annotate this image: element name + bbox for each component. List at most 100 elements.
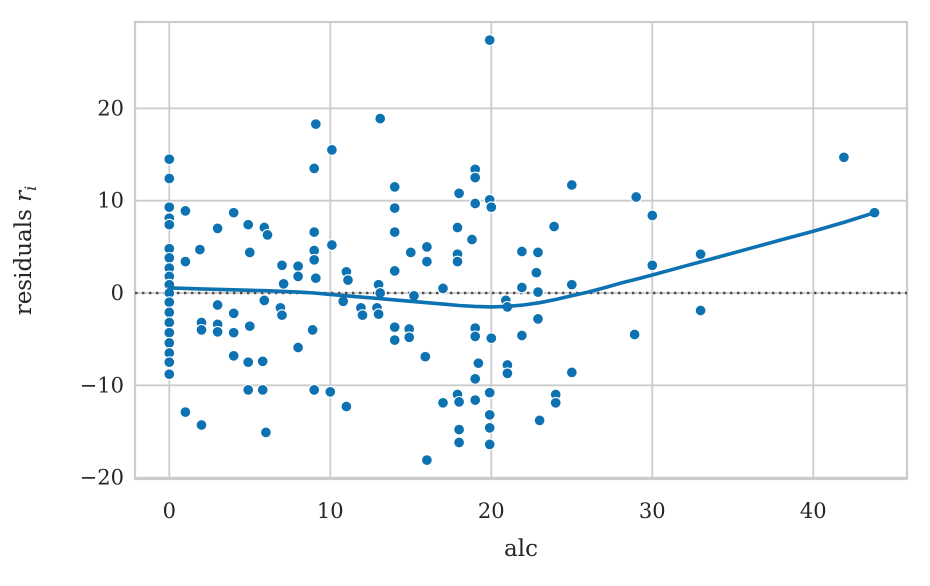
scatter-point [242,218,255,231]
scatter-point [163,316,176,329]
scatter-point [195,419,208,431]
scatter-point [292,260,305,273]
scatter-point [163,218,176,231]
scatter-point [388,334,401,347]
scatter-point [437,282,449,295]
scatter-point [277,277,290,290]
scatter-point [565,366,578,379]
scatter-point [195,323,208,336]
scatter-point [469,394,482,407]
scatter-point [485,201,498,214]
scatter-point [694,248,707,261]
scatter-point [451,221,464,234]
x-tick-label: 10 [317,499,344,523]
scatter-point [227,349,240,362]
scatter-point [242,383,255,396]
scatter-point [483,34,496,47]
scatter-point [227,307,240,320]
scatter-point [483,421,496,434]
scatter-point [515,329,528,342]
scatter-point [630,191,643,203]
y-axis-label: residuals ri [11,186,40,316]
scatter-point [308,162,321,175]
scatter-point [501,367,514,380]
scatter-point [483,438,496,451]
scatter-point [261,228,274,241]
scatter-point [292,341,305,354]
scatter-point [340,400,353,413]
scatter-point [532,286,544,299]
scatter-point [308,383,321,396]
scatter-point [388,180,401,193]
scatter-point [163,201,176,214]
scatter-point [469,372,482,385]
y-tick-label: −10 [80,373,124,397]
scatter-point [227,326,240,339]
scatter-point [483,386,496,399]
scatter-point [259,426,272,439]
scatter-point [472,357,485,370]
scatter-point [179,204,192,217]
scatter-point [388,226,401,239]
scatter-point [163,172,176,185]
scatter-point [292,270,305,283]
scatter-point [342,274,354,287]
scatter-point [515,245,528,258]
x-axis-label: alc [504,536,538,562]
scatter-point [469,197,482,210]
scatter-point [694,304,707,317]
scatter-point [163,296,176,309]
scatter-point [211,299,224,311]
scatter-point [179,255,192,268]
scatter-point [179,406,192,419]
scatter-point [453,187,466,200]
scatter-point [256,355,269,368]
scatter-point [193,243,206,256]
scatter-point [453,395,466,408]
scatter-point [309,272,322,285]
scatter-point [515,281,528,294]
scatter-point [276,309,288,322]
scatter-point [325,239,338,251]
scatter-point [437,396,449,409]
scatter-point [163,356,176,369]
scatter-point [532,312,544,325]
scatter-point [308,253,321,266]
scatter-point [837,151,850,164]
lowess-line [167,210,877,309]
plot-border [133,20,909,481]
scatter-point [308,226,321,239]
scatter-point [628,328,641,341]
scatter-point [565,179,578,191]
scatter-point [469,171,482,184]
scatter-point [243,246,256,259]
scatter-point [404,246,417,259]
scatter-point [453,436,466,449]
scatter-point [356,309,369,322]
scatter-point [276,259,288,272]
scatter-point [243,320,256,333]
scatter-point [163,368,176,381]
scatter-point [374,112,387,125]
scatter-point [256,383,269,396]
x-tick-label: 30 [639,499,666,523]
scatter-point [466,233,478,246]
scatter-point [469,330,482,343]
y-tick-label: 0 [111,281,124,305]
y-tick-label: 20 [97,96,124,120]
scatter-point [549,396,562,409]
scatter-point [163,153,176,166]
y-tick-label: −20 [80,466,124,490]
x-tick-label: 20 [478,499,505,523]
scatter-point [646,259,659,272]
scatter-point [211,325,224,338]
scatter-point [548,220,561,233]
scatter-point [163,336,176,349]
scatter-point [451,255,464,268]
x-tick-label: 0 [163,499,176,523]
scatter-point [419,350,432,363]
scatter-point [388,321,401,334]
scatter-point [388,264,401,277]
scatter-point [483,408,496,421]
